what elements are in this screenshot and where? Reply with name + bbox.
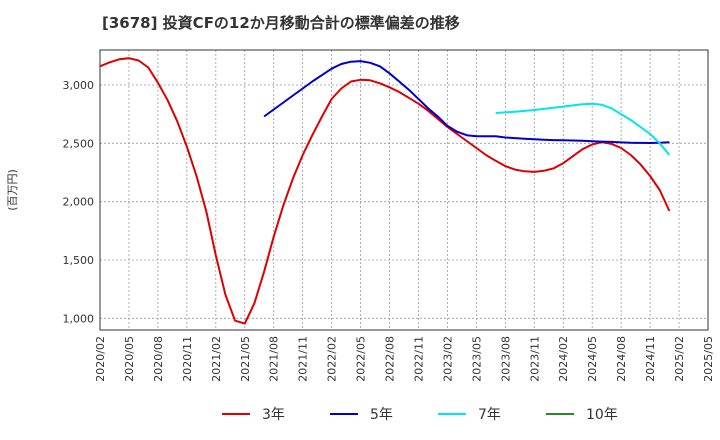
x-tick-label: 2020/02 <box>94 336 107 382</box>
y-tick-label: 3,000 <box>63 79 95 92</box>
x-tick-label: 2020/11 <box>181 336 194 382</box>
x-tick-label: 2022/02 <box>326 336 339 382</box>
x-tick-label: 2023/02 <box>441 336 454 382</box>
x-tick-label: 2024/11 <box>644 336 657 382</box>
legend-label-5年: 5年 <box>370 407 393 423</box>
x-tick-label: 2021/05 <box>239 336 252 382</box>
series-line-3年 <box>99 57 671 325</box>
y-tick-label: 2,000 <box>63 196 95 209</box>
x-tick-label: 2022/11 <box>412 336 425 382</box>
x-tick-label: 2025/02 <box>673 336 686 382</box>
chart-title: [3678] 投資CFの12か月移動合計の標準偏差の推移 <box>102 14 460 32</box>
x-tick-label: 2021/02 <box>210 336 223 382</box>
y-tick-label: 1,500 <box>63 254 95 267</box>
plot-frame <box>99 49 709 331</box>
x-tick-label: 2023/05 <box>470 336 483 382</box>
grid-layer <box>100 50 708 330</box>
x-tick-label: 2024/08 <box>615 336 628 382</box>
legend-layer: 3年 5年 7年 10年 <box>222 407 618 423</box>
x-tick-label: 2021/08 <box>268 336 281 382</box>
x-tick-label: 2022/05 <box>355 336 368 382</box>
y-tick-label: 2,500 <box>63 137 95 150</box>
x-tick-label: 2020/08 <box>152 336 165 382</box>
axis-layer: 2020/02 2020/05 2020/08 2020/11 2021/02 2021/… <box>6 49 715 382</box>
x-tick-label: 2024/02 <box>557 336 570 382</box>
series-line-5年 <box>263 60 670 144</box>
legend-label-3年: 3年 <box>262 407 285 423</box>
y-axis-label: (百万円) <box>6 169 19 211</box>
legend-label-10年: 10年 <box>586 407 618 423</box>
y-tick-label: 1,000 <box>63 312 95 325</box>
series-line-7年 <box>495 102 671 156</box>
legend-label-7年: 7年 <box>478 407 501 423</box>
x-tick-label: 2022/08 <box>384 336 397 382</box>
x-tick-label: 2023/11 <box>528 336 541 382</box>
x-tick-label: 2021/11 <box>297 336 310 382</box>
x-tick-label: 2025/05 <box>702 336 715 382</box>
x-tick-label: 2020/05 <box>123 336 136 382</box>
x-tick-label: 2023/08 <box>499 336 512 382</box>
x-tick-label: 2024/05 <box>586 336 599 382</box>
series-layer <box>99 57 671 325</box>
